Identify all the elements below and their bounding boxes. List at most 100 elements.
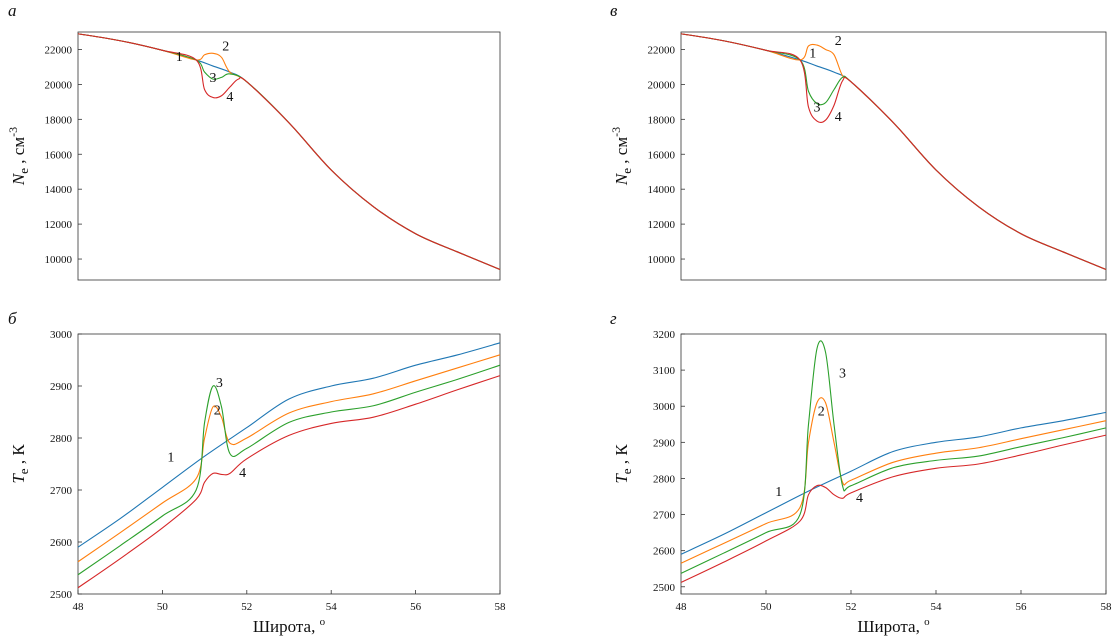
series-4-line bbox=[77, 375, 501, 589]
y-axis-unit: , см bbox=[612, 137, 631, 168]
curve-label-1: 1 bbox=[809, 46, 816, 61]
y-axis-subscript: e bbox=[16, 468, 31, 474]
x-tick-label: 48 bbox=[676, 601, 688, 613]
y-axis-symbol: T bbox=[9, 473, 28, 484]
y-tick-label: 20000 bbox=[648, 79, 676, 91]
y-axis-subscript: e bbox=[16, 168, 31, 174]
series-2-line bbox=[77, 354, 501, 563]
x-tick-label: 56 bbox=[1016, 601, 1028, 613]
panel-b: 2500 2600 2700 2800 2900 3000 48 50 52 54 56 58 1 2 3 4… bbox=[8, 309, 506, 636]
y-tick-label: 18000 bbox=[45, 114, 73, 126]
x-tick-label: 52 bbox=[846, 601, 857, 613]
series-3-line bbox=[77, 364, 501, 576]
x-tick-label: 54 bbox=[326, 601, 338, 613]
curve-label-3: 3 bbox=[814, 100, 821, 115]
y-axis-label: Ne , см-3 bbox=[609, 127, 634, 186]
series-1-line bbox=[77, 33, 501, 271]
x-tick-label: 58 bbox=[495, 601, 507, 613]
x-axis-label: Широта, о bbox=[857, 616, 930, 636]
panel-a: 10000 12000 14000 16000 18000 20000 22000 1 2 34 а… bbox=[6, 1, 501, 281]
curve-label-3: 3 bbox=[210, 71, 217, 86]
y-tick-label: 2600 bbox=[653, 546, 676, 558]
series-4-line bbox=[77, 33, 501, 271]
y-tick-label: 14000 bbox=[648, 184, 676, 196]
x-axis-degree: о bbox=[924, 616, 930, 628]
series-1-line bbox=[680, 411, 1107, 555]
y-axis-unit: , см bbox=[9, 137, 28, 168]
y-tick-label: 2900 bbox=[653, 437, 676, 449]
y-tick-label: 18000 bbox=[648, 114, 676, 126]
y-axis-superscript: -3 bbox=[6, 127, 20, 137]
curve-label-4: 4 bbox=[856, 491, 863, 506]
curve-label-1: 1 bbox=[167, 450, 174, 465]
panel-letter: г bbox=[610, 309, 617, 328]
series-3-line bbox=[680, 340, 1107, 574]
curve-label-2: 2 bbox=[214, 404, 221, 419]
panel-letter: а bbox=[8, 1, 17, 20]
y-tick-label: 2800 bbox=[50, 433, 73, 445]
y-tick-label: 2900 bbox=[50, 381, 73, 393]
y-axis-label: Ne , см-3 bbox=[6, 127, 31, 186]
x-tick-label: 54 bbox=[931, 601, 943, 613]
y-tick-label: 3000 bbox=[653, 401, 676, 413]
curve-label-2: 2 bbox=[835, 34, 842, 49]
series-4-line bbox=[680, 33, 1107, 271]
y-tick-label: 3200 bbox=[653, 329, 676, 341]
y-axis-symbol: N bbox=[9, 172, 28, 186]
plot-frame bbox=[77, 31, 501, 281]
panel-letter: б bbox=[8, 309, 17, 328]
y-tick-label: 12000 bbox=[648, 219, 676, 231]
y-tick-label: 10000 bbox=[648, 254, 676, 266]
series-4-line bbox=[680, 434, 1107, 583]
series-1-line bbox=[680, 33, 1107, 271]
panel-letter: в bbox=[610, 1, 618, 20]
curve-label-4: 4 bbox=[226, 90, 233, 105]
x-axis-text: Широта, bbox=[253, 617, 320, 636]
x-axis-text: Широта, bbox=[857, 617, 924, 636]
curve-label-3: 3 bbox=[839, 366, 846, 381]
y-tick-label: 2700 bbox=[50, 485, 73, 497]
y-axis-subscript: e bbox=[619, 468, 634, 474]
plot-frame bbox=[77, 333, 501, 595]
x-tick-label: 58 bbox=[1101, 601, 1112, 613]
y-tick-label: 3100 bbox=[653, 365, 676, 377]
series-2-line bbox=[77, 33, 501, 271]
y-tick-label: 2800 bbox=[653, 473, 676, 485]
y-tick-label: 2700 bbox=[653, 510, 676, 522]
y-axis-label: Te , К bbox=[612, 444, 634, 484]
series-1-line bbox=[77, 342, 501, 548]
y-tick-label: 20000 bbox=[45, 79, 73, 91]
x-tick-label: 50 bbox=[157, 601, 169, 613]
x-tick-label: 48 bbox=[73, 601, 85, 613]
y-axis-unit: , К bbox=[9, 444, 28, 469]
series-3-line bbox=[77, 33, 501, 271]
y-tick-label: 10000 bbox=[45, 254, 73, 266]
x-tick-label: 56 bbox=[410, 601, 422, 613]
y-axis-subscript: e bbox=[619, 168, 634, 174]
y-tick-label: 2600 bbox=[50, 537, 73, 549]
series-3-line bbox=[680, 33, 1107, 271]
series-2-line bbox=[680, 397, 1107, 564]
y-tick-label: 14000 bbox=[45, 184, 73, 196]
x-axis-label: Широта, о bbox=[253, 616, 326, 636]
x-axis-degree: о bbox=[320, 616, 326, 628]
y-tick-label: 2500 bbox=[50, 589, 73, 601]
y-axis-symbol: T bbox=[612, 473, 631, 484]
plot-frame bbox=[680, 31, 1107, 281]
y-tick-label: 12000 bbox=[45, 219, 73, 231]
panel-v: 10000 12000 14000 16000 18000 20000 22000 1 2 34 в… bbox=[609, 1, 1107, 281]
y-axis-label: Te , К bbox=[9, 444, 31, 484]
y-tick-label: 3000 bbox=[50, 329, 73, 341]
curve-label-3: 3 bbox=[216, 376, 223, 391]
curve-label-4: 4 bbox=[239, 466, 246, 481]
y-axis-superscript: -3 bbox=[609, 127, 623, 137]
y-tick-label: 22000 bbox=[45, 44, 73, 56]
y-tick-label: 16000 bbox=[648, 149, 676, 161]
y-tick-label: 16000 bbox=[45, 149, 73, 161]
y-axis-symbol: N bbox=[612, 172, 631, 186]
curve-label-1: 1 bbox=[176, 50, 183, 65]
series-2-line bbox=[680, 33, 1107, 271]
curve-label-2: 2 bbox=[222, 39, 229, 54]
curve-label-2: 2 bbox=[818, 404, 825, 419]
